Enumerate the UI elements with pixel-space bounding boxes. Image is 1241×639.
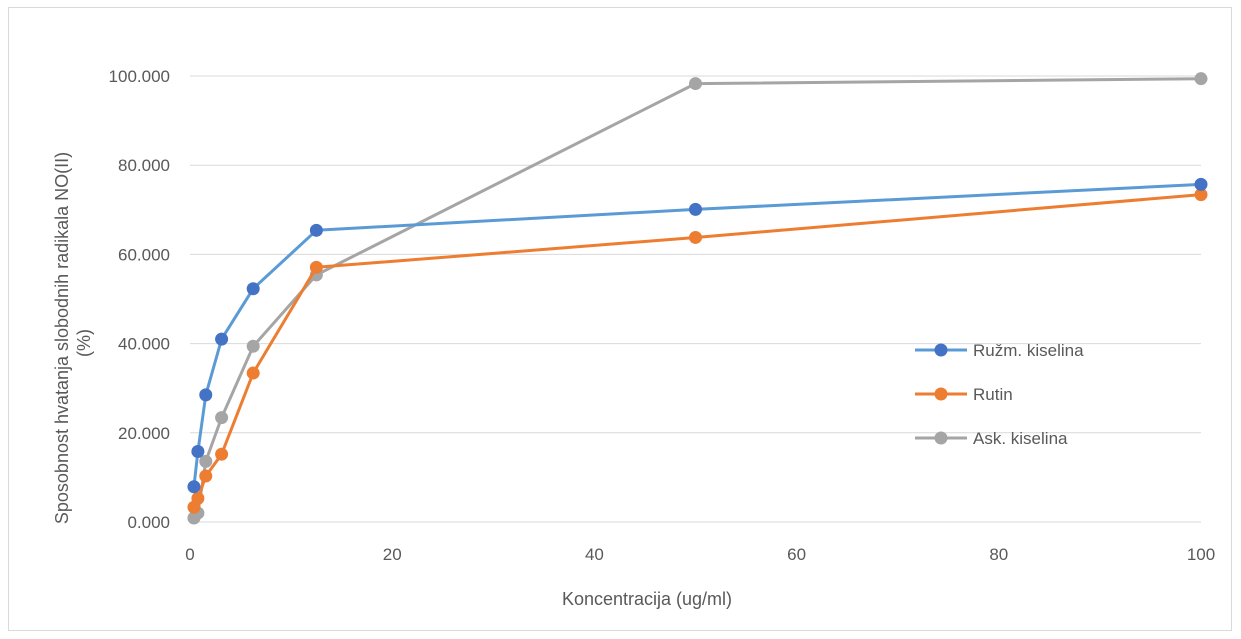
legend-item: Ask. kiselina [915, 429, 1068, 448]
legend-label: Ask. kiselina [973, 429, 1068, 448]
legend-label: Ružm. kiselina [973, 341, 1084, 360]
series-ru-m-kiselina [187, 177, 1208, 494]
legend-item: Ružm. kiselina [915, 341, 1084, 360]
series-line [192, 77, 1202, 519]
y-tick-label: 40.000 [118, 335, 170, 354]
gridlines [190, 75, 1201, 523]
y-tick-label: 20.000 [118, 424, 170, 443]
data-point [199, 388, 213, 402]
y-tick-label: 80.000 [118, 156, 170, 175]
data-point [215, 332, 229, 346]
x-axis-title: Koncentracija (ug/ml) [562, 589, 732, 609]
data-point [246, 339, 260, 353]
x-tick-label: 40 [585, 545, 604, 564]
tick-labels: 0.000 20.000 40.000 60.000 80.000 100.000 0 20 4… [109, 67, 1216, 564]
y-tick-label: 0.000 [127, 513, 170, 532]
y-axis-title-line2: (%) [74, 329, 94, 357]
data-point [689, 230, 702, 244]
legend-item: Rutin [915, 385, 1013, 404]
legend-marker [934, 431, 948, 445]
data-point [309, 223, 323, 237]
data-point [199, 454, 213, 468]
data-point [1194, 188, 1208, 202]
data-point [689, 202, 702, 216]
y-axis-title: Sposobnost hvatanja slobodnih radikala N… [52, 152, 94, 524]
data-point [1194, 177, 1208, 191]
x-tick-label: 100 [1187, 545, 1215, 564]
data-point [215, 447, 229, 461]
data-point [187, 480, 201, 494]
legend: Ružm. kiselina Rutin Ask. kiselina [915, 341, 1084, 448]
data-point [246, 282, 260, 296]
data-point [689, 77, 702, 91]
x-tick-label: 60 [787, 545, 806, 564]
x-tick-label: 0 [185, 545, 194, 564]
data-point [215, 411, 229, 425]
x-tick-label: 20 [383, 545, 402, 564]
chart-frame: 0.000 20.000 40.000 60.000 80.000 100.000 0 20 4… [8, 7, 1232, 631]
legend-marker [934, 387, 948, 401]
data-point [191, 491, 205, 505]
y-tick-label: 100.000 [109, 67, 170, 86]
chart-canvas: 0.000 20.000 40.000 60.000 80.000 100.000 0 20 4… [52, 67, 1216, 609]
data-point [199, 469, 213, 483]
series-layer [187, 72, 1208, 525]
series-ask-kiselina [187, 72, 1208, 525]
data-point [246, 366, 260, 380]
series-rutin [187, 188, 1208, 514]
x-tick-label: 80 [989, 545, 1008, 564]
y-tick-label: 60.000 [118, 245, 170, 264]
legend-label: Rutin [973, 385, 1013, 404]
data-point [1194, 72, 1208, 86]
legend-marker [934, 343, 948, 357]
data-point [191, 445, 205, 459]
y-axis-title-line1: Sposobnost hvatanja slobodnih radikala N… [52, 152, 72, 524]
data-point [309, 260, 323, 274]
series-line [192, 182, 1202, 487]
